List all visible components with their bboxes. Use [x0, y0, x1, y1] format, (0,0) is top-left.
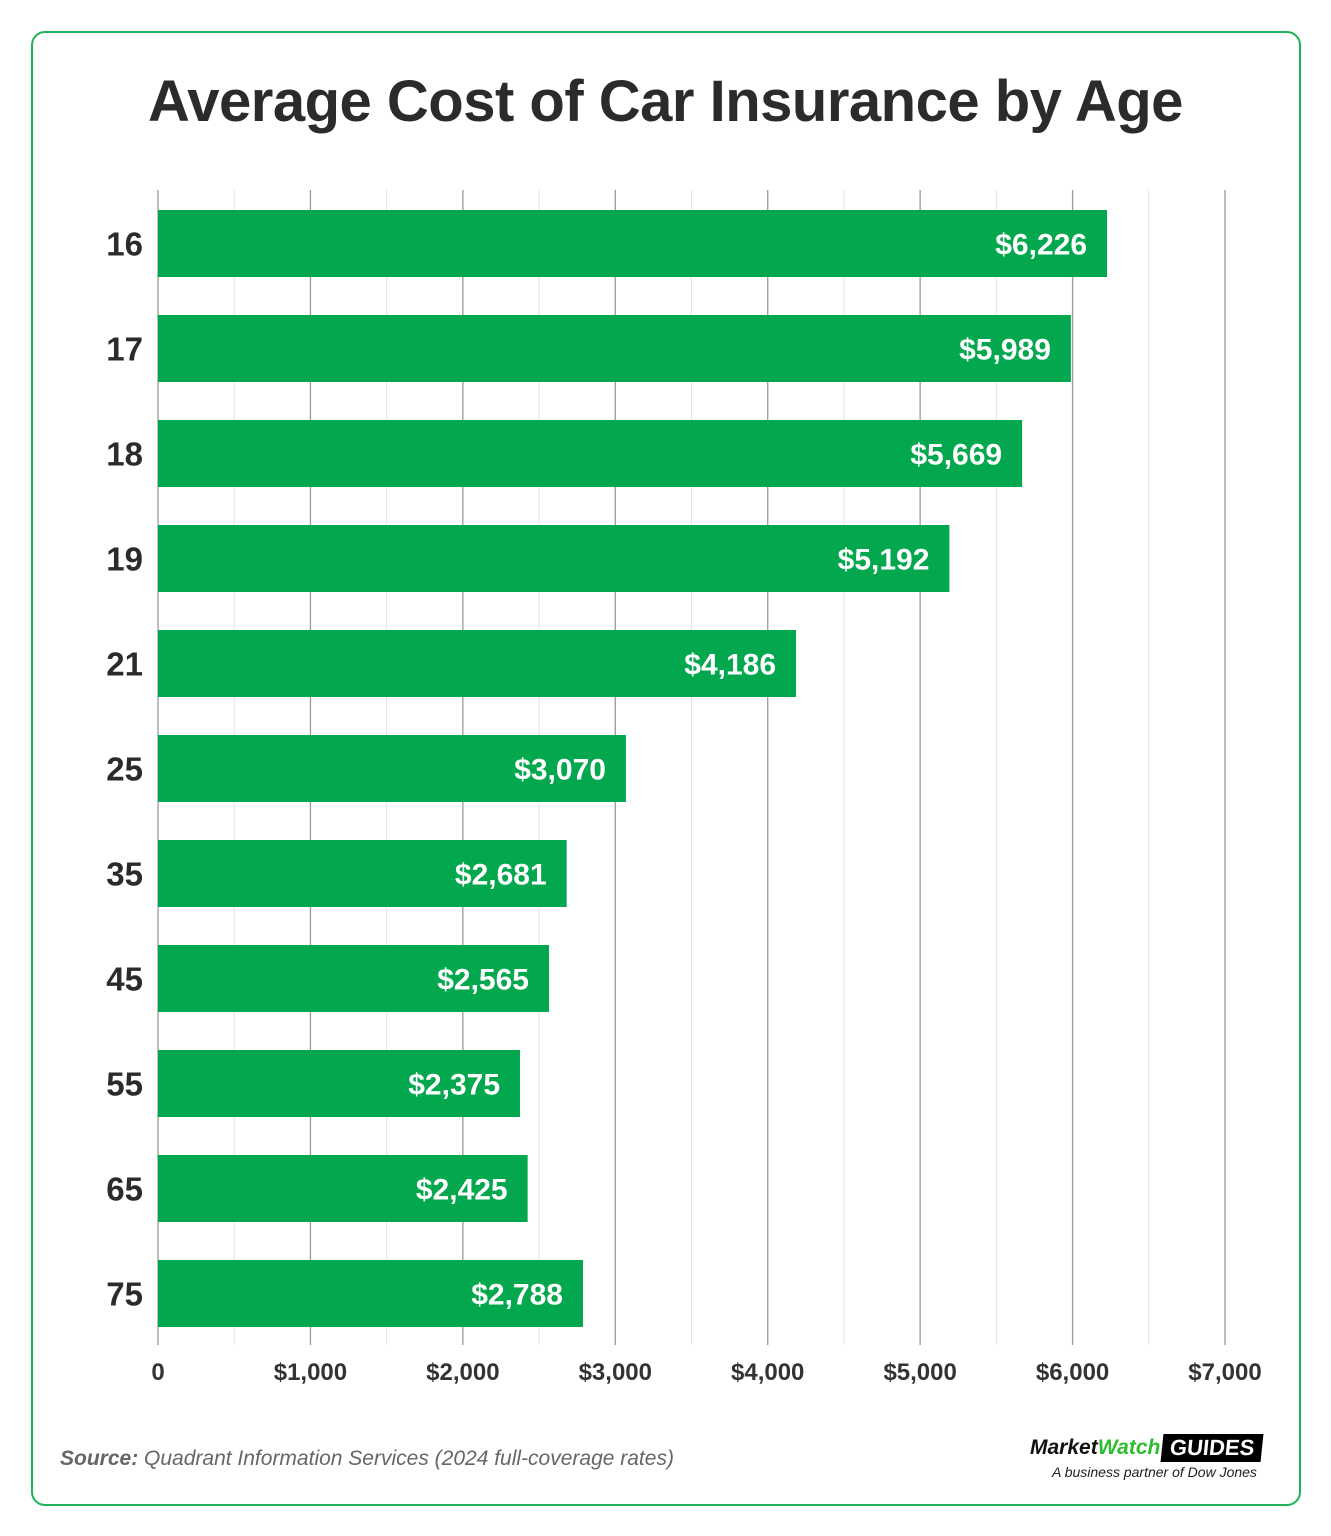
y-category-label: 17 — [106, 331, 143, 368]
bar-data-label: $2,375 — [408, 1069, 500, 1102]
bar-data-label: $2,681 — [455, 859, 547, 892]
logo-watch: Watch — [1097, 1436, 1161, 1459]
chart-title: Average Cost of Car Insurance by Age — [148, 69, 1183, 134]
bar-data-label: $5,192 — [838, 544, 930, 577]
y-category-label: 45 — [106, 961, 143, 998]
y-category-label: 18 — [106, 436, 143, 473]
y-category-label: 35 — [106, 856, 143, 893]
bar — [158, 630, 797, 697]
bar-data-label: $3,070 — [514, 754, 606, 787]
x-tick-label: $7,000 — [1188, 1359, 1261, 1386]
y-category-label: 75 — [106, 1276, 143, 1313]
y-category-label: 19 — [106, 541, 143, 578]
y-category-label: 55 — [106, 1066, 143, 1103]
bar-data-label: $2,788 — [471, 1279, 563, 1312]
chart-frame — [31, 31, 1301, 1506]
bar — [158, 210, 1108, 277]
y-category-label: 25 — [106, 751, 143, 788]
bar — [158, 1050, 521, 1117]
bar — [158, 840, 567, 907]
y-category-label: 65 — [106, 1171, 143, 1208]
x-tick-label: $5,000 — [883, 1359, 956, 1386]
y-category-label: 16 — [106, 226, 143, 263]
marketwatch-guides-logo: Market Watch GUIDES A business partner of … — [1030, 1434, 1275, 1480]
bar-data-label: $6,226 — [995, 229, 1087, 262]
x-tick-label: $1,000 — [274, 1359, 347, 1386]
bar — [158, 1260, 583, 1327]
x-tick-label: 0 — [151, 1359, 164, 1386]
bar — [158, 1155, 528, 1222]
source-label: Source: — [60, 1447, 139, 1470]
bar — [158, 315, 1071, 382]
bar-data-label: $2,565 — [437, 964, 529, 997]
bar — [158, 420, 1023, 487]
y-category-label: 21 — [106, 646, 143, 683]
bar-data-label: $5,669 — [910, 439, 1002, 472]
source-note: Source: Quadrant Information Services (2… — [60, 1447, 674, 1471]
bar-data-label: $2,425 — [416, 1174, 508, 1207]
logo-guides: GUIDES — [1160, 1434, 1265, 1462]
bar-chart: 0 $1,000 $2,000 $3,000 $4,000 $5,000 $6,000 $7,… — [106, 190, 1262, 1386]
bar-data-label: $5,989 — [959, 334, 1051, 367]
logo-market: Market — [1030, 1436, 1098, 1459]
source-text: Quadrant Information Services (2024 full… — [138, 1447, 674, 1470]
bar — [158, 735, 626, 802]
bar-data-label: $4,186 — [684, 649, 776, 682]
x-tick-label: $6,000 — [1036, 1359, 1109, 1386]
x-tick-label: $2,000 — [426, 1359, 499, 1386]
x-tick-label: $4,000 — [731, 1359, 804, 1386]
x-tick-label: $3,000 — [579, 1359, 652, 1386]
logo-tagline: A business partner of Dow Jones — [1052, 1464, 1257, 1480]
bar — [158, 525, 950, 592]
bar — [158, 945, 549, 1012]
